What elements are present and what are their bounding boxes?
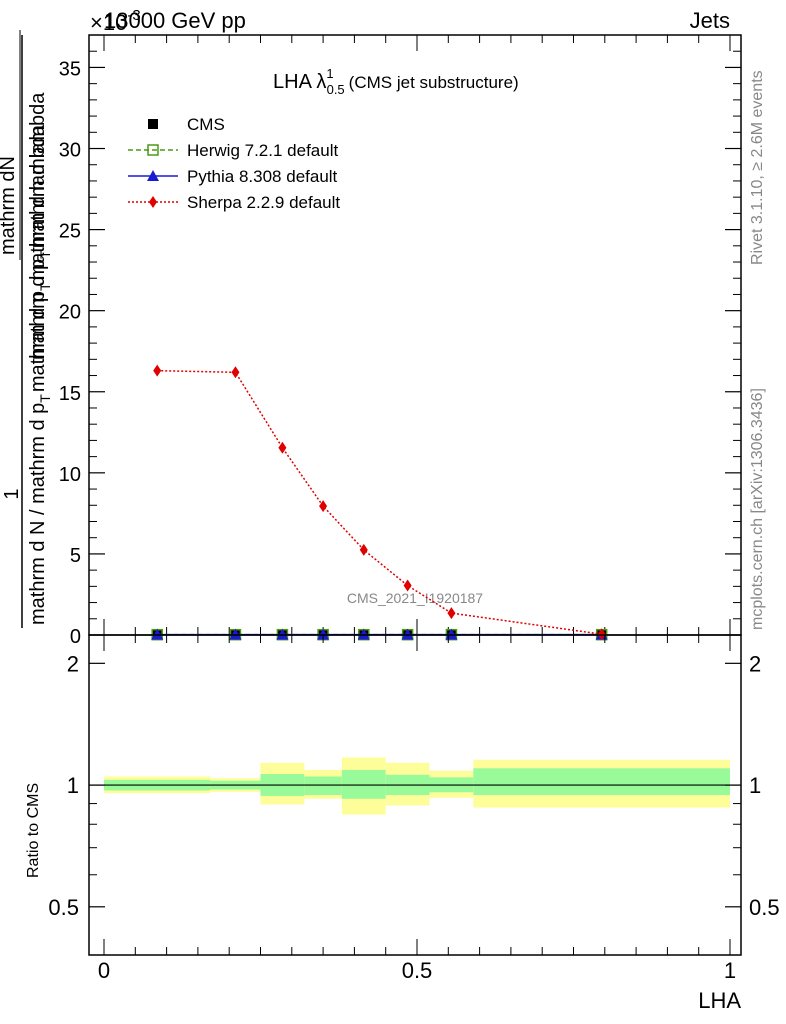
jets-label: Jets [690,8,730,33]
legend-label-cms: CMS [187,115,225,134]
exponent-marker: ×10-3 [90,7,141,35]
pythia-point [229,628,242,640]
sherpa-point [597,628,606,641]
legend-marker-herwig [147,144,159,156]
ratio-bands [104,757,730,815]
ratio-inner-band [304,776,342,795]
legend-marker-cms [148,119,158,129]
pythia-point [357,628,370,640]
pythia-point [401,628,414,640]
sherpa-point [319,500,328,513]
ylabel-numerator-den: mathrm d pTmathrm d lambda [27,92,53,360]
pythia-point [317,628,330,640]
main-plot-title: LHA λ1 0.5 (CMS jet substructure) [273,66,519,97]
main-y-tick-label: 5 [70,545,81,567]
x-tick-label: 0 [98,958,110,983]
ylabel-denominator-1: 1 [1,488,23,499]
ratio-y-tick-label-right: 1 [749,773,761,798]
sherpa-point [231,366,240,379]
main-y-tick-label: 10 [59,464,81,486]
sherpa-point [359,543,368,556]
ratio-x-ticks: 0 0.5 1 [98,635,736,983]
x-tick-label: 1 [724,958,736,983]
ratio-y-tick-label: 2 [67,651,79,676]
x-axis-label: LHA [698,988,741,1013]
main-y-tick-label: 0 [70,626,81,648]
main-y-tick-label: 25 [59,221,81,243]
pythia-point [276,628,289,640]
sherpa-series-line [157,369,602,635]
analysis-id: CMS_2021_I1920187 [347,590,483,606]
ylabel-lower: mathrm d N / mathrm d pTmathrm d pTmathr… [27,124,53,625]
legend-label-sherpa: Sherpa 2.2.9 default [187,193,340,212]
x-tick-label: 0.5 [402,958,433,983]
sherpa-point [153,364,162,377]
main-y-tick-label: 20 [59,302,81,324]
ratio-y-ticks: 0.5 0.5 1 1 2 2 [48,651,779,919]
sherpa-point [278,441,287,454]
main-y-ticks: 0 5 10 15 20 25 30 35 [59,34,741,648]
ratio-y-tick-label: 0.5 [48,895,79,920]
legend-marker-pythia [147,170,159,181]
legend-label-pythia: Pythia 8.308 default [187,167,338,186]
ratio-ylabel: Ratio to CMS [25,783,42,878]
ylabel-numerator: mathrm dN [0,156,19,255]
legend: CMS Herwig 7.2.1 default Pythia 8.308 defa… [128,115,340,212]
main-y-tick-label: 15 [59,383,81,405]
ratio-plot-frame [88,634,742,956]
main-y-tick-label: 30 [59,140,81,162]
sherpa-point [447,607,456,620]
legend-label-herwig: Herwig 7.2.1 default [187,141,338,160]
main-x-ticks [103,35,731,635]
pythia-point [151,628,164,640]
ratio-y-tick-label: 1 [67,773,79,798]
ratio-inner-band [341,769,386,799]
ratio-y-tick-label-right: 2 [749,651,761,676]
rivet-label: Rivet 3.1.10, ≥ 2.6M events [749,70,766,265]
mcplots-label: mcplots.cern.ch [arXiv:1306.3436] [749,388,766,630]
main-ylabel: 1 mathrm d N / mathrm d pTmathrm d pTmat… [0,30,53,628]
collision-label: 13000 GeV pp [104,8,246,33]
ratio-y-tick-label-right: 0.5 [749,895,780,920]
main-y-tick-label: 35 [59,58,81,80]
legend-marker-sherpa [149,196,157,208]
ratio-inner-band [473,768,730,795]
sherpa-point [403,579,412,592]
